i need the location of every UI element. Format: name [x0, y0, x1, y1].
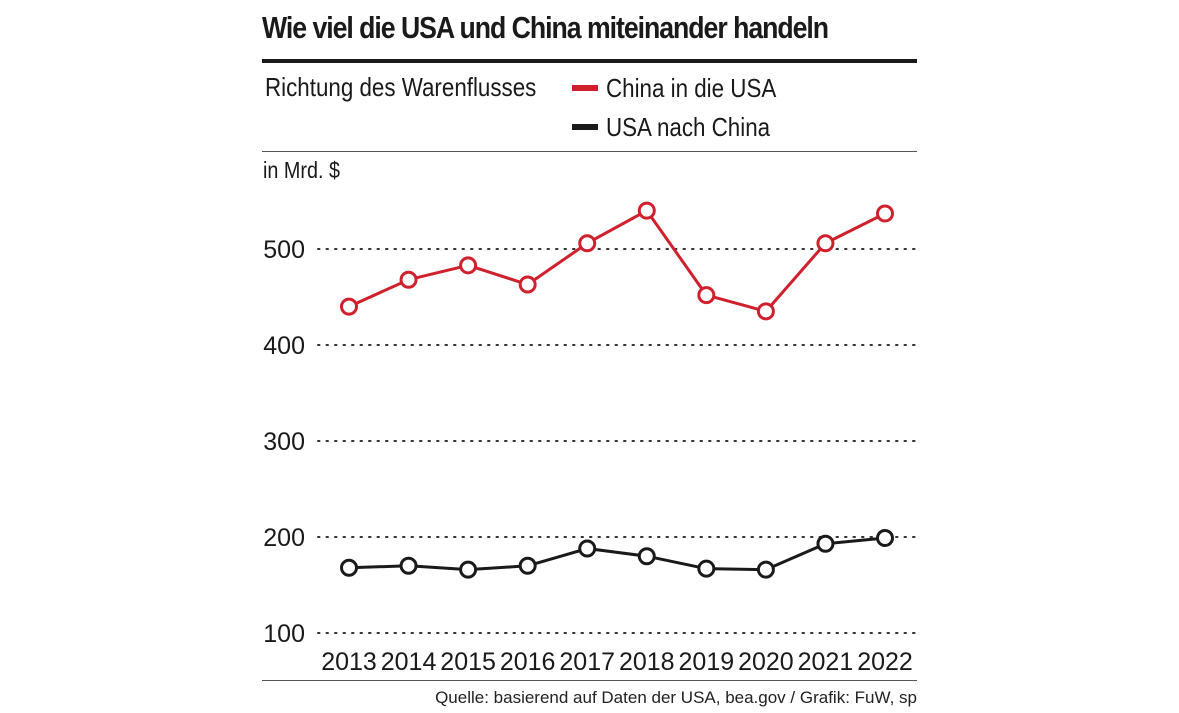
legend-rule [262, 151, 917, 152]
x-tick-label: 2019 [679, 648, 735, 676]
x-tick-label: 2015 [440, 648, 496, 676]
data-point [578, 234, 597, 253]
y-tick-label: 500 [263, 236, 305, 264]
x-tick-label: 2017 [559, 648, 615, 676]
source-note: Quelle: basierend auf Daten der USA, bea… [435, 688, 917, 707]
data-point [697, 286, 716, 305]
x-tick-label: 2022 [857, 648, 913, 676]
y-tick-label: 200 [263, 524, 305, 552]
series-line-usa-to-china [348, 536, 886, 572]
data-point [637, 547, 656, 566]
x-tick-label: 2016 [500, 648, 556, 676]
x-tick-label: 2014 [381, 648, 437, 676]
data-point [518, 275, 537, 294]
x-tick-label: 2020 [738, 648, 794, 676]
data-point [459, 256, 478, 275]
data-point [697, 559, 716, 578]
y-tick-label: 300 [263, 428, 305, 456]
title-rule [262, 59, 917, 63]
x-tick-label: 2021 [798, 648, 854, 676]
legend-label: USA nach China [606, 111, 771, 142]
x-tick-label: 2018 [619, 648, 675, 676]
data-point [399, 270, 418, 289]
data-point [816, 534, 835, 553]
data-point [756, 560, 775, 579]
series-line-china-to-usa [348, 209, 886, 313]
bottom-rule [262, 680, 917, 681]
x-tick-label: 2013 [321, 648, 377, 676]
legend-item-china-to-usa: China in die USA [572, 73, 804, 103]
data-point [578, 539, 597, 558]
data-point [518, 556, 537, 575]
data-point [876, 528, 894, 547]
data-point [399, 556, 418, 575]
data-point [340, 558, 358, 577]
legend-heading: Richtung des Warenflusses [265, 72, 537, 102]
y-tick-label: 400 [263, 332, 305, 360]
data-point [816, 234, 835, 253]
y-tick-label: 100 [263, 620, 305, 648]
legend-item-usa-to-china: USA nach China [572, 112, 797, 142]
data-point [459, 560, 478, 579]
data-point [340, 297, 358, 316]
data-point [876, 204, 894, 223]
data-point [756, 302, 775, 321]
legend-label: China in die USA [606, 72, 777, 103]
legend-swatch-red [572, 85, 598, 91]
legend-swatch-black [572, 124, 598, 130]
chart-title: Wie viel die USA und China miteinander h… [262, 10, 829, 45]
unit-label: in Mrd. $ [263, 157, 340, 183]
data-point [637, 201, 656, 220]
